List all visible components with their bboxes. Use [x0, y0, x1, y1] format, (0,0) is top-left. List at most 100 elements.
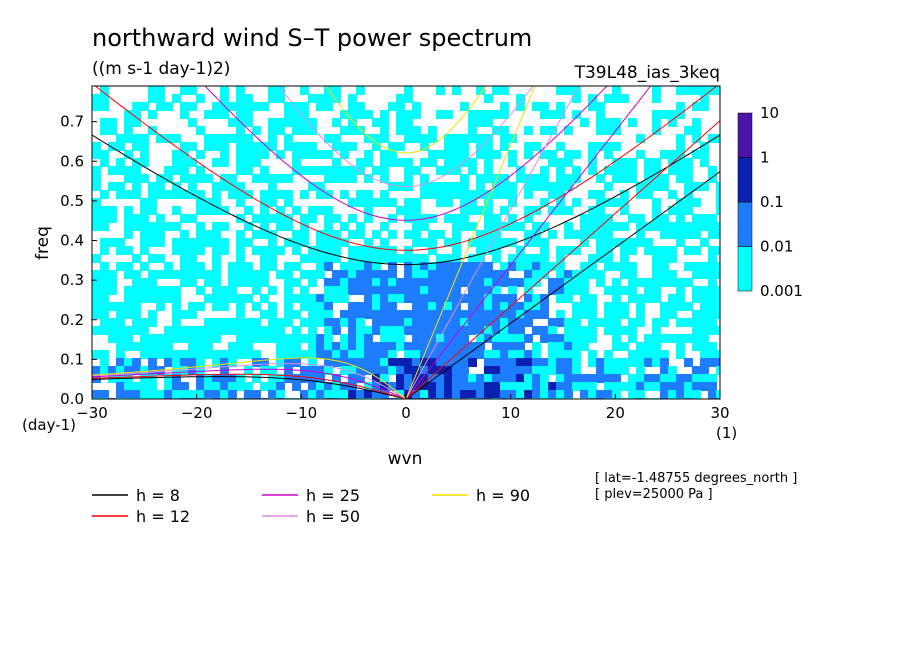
- power-cell: [308, 278, 317, 287]
- power-cell: [700, 158, 709, 167]
- power-cell: [692, 246, 701, 255]
- power-cell: [524, 358, 533, 367]
- power-cell: [100, 318, 109, 327]
- power-cell: [428, 270, 437, 279]
- power-cell: [348, 142, 357, 151]
- power-cell: [180, 326, 189, 335]
- power-cell: [636, 366, 645, 375]
- legend-label-h12: h = 12: [136, 507, 190, 526]
- power-cell: [436, 358, 445, 367]
- power-cell: [380, 334, 389, 343]
- power-cell: [484, 382, 493, 391]
- power-cell: [716, 222, 720, 231]
- power-cell: [540, 326, 549, 335]
- power-cell: [364, 334, 373, 343]
- power-cell: [164, 382, 173, 391]
- kelvin-curve: [405, 86, 580, 399]
- power-cell: [340, 126, 349, 135]
- power-cell: [156, 270, 165, 279]
- power-cell: [444, 254, 453, 263]
- power-cell: [420, 286, 429, 295]
- power-cell: [580, 118, 589, 127]
- power-cell: [692, 342, 701, 351]
- power-cell: [628, 390, 637, 399]
- power-cell: [124, 134, 133, 143]
- power-cell: [196, 174, 205, 183]
- power-cell: [524, 278, 533, 287]
- power-cell: [404, 366, 413, 375]
- power-cell: [580, 326, 589, 335]
- power-cell: [396, 110, 405, 119]
- power-cell: [156, 174, 165, 183]
- power-cell: [452, 366, 461, 375]
- power-cell: [484, 190, 493, 199]
- power-cell: [132, 190, 141, 199]
- power-cell: [188, 310, 197, 319]
- power-cell: [708, 134, 717, 143]
- power-cell: [588, 318, 597, 327]
- power-cell: [628, 334, 637, 343]
- power-cell: [132, 254, 141, 263]
- power-cell: [284, 310, 293, 319]
- power-cell: [612, 334, 621, 343]
- power-cell: [92, 166, 101, 175]
- power-cell: [284, 134, 293, 143]
- power-cell: [548, 262, 557, 271]
- power-cell: [132, 110, 141, 119]
- power-cell: [300, 190, 309, 199]
- power-cell: [116, 318, 125, 327]
- power-cell: [100, 246, 109, 255]
- power-cell: [508, 342, 517, 351]
- power-cell: [604, 326, 613, 335]
- power-cell: [500, 382, 509, 391]
- power-cell: [100, 158, 109, 167]
- power-cell: [692, 134, 701, 143]
- power-cell: [692, 382, 701, 391]
- power-cell: [540, 310, 549, 319]
- power-cell: [428, 318, 437, 327]
- power-cell: [236, 126, 245, 135]
- power-cell: [452, 334, 461, 343]
- power-cell: [308, 382, 317, 391]
- power-cell: [420, 310, 429, 319]
- power-cell: [204, 374, 213, 383]
- power-cell: [716, 198, 720, 207]
- power-cell: [196, 126, 205, 135]
- power-cell: [676, 198, 685, 207]
- power-cell: [356, 222, 365, 231]
- power-cell: [396, 358, 405, 367]
- power-cell: [500, 126, 509, 135]
- power-cell: [588, 294, 597, 303]
- power-cell: [132, 166, 141, 175]
- power-cell: [228, 174, 237, 183]
- power-cell: [156, 190, 165, 199]
- power-cell: [460, 198, 469, 207]
- power-cell: [364, 206, 373, 215]
- power-cell: [372, 310, 381, 319]
- power-cell: [484, 142, 493, 151]
- power-cell: [356, 358, 365, 367]
- power-cell: [676, 214, 685, 223]
- dispersion-set-h25: [92, 86, 652, 399]
- power-cell: [268, 382, 277, 391]
- power-cell: [252, 326, 261, 335]
- power-cell: [420, 158, 429, 167]
- power-cell: [172, 206, 181, 215]
- power-cell: [156, 134, 165, 143]
- power-cell: [444, 166, 453, 175]
- power-cell: [676, 222, 685, 231]
- power-cell: [364, 366, 373, 375]
- power-cell: [444, 390, 453, 399]
- power-cell: [132, 278, 141, 287]
- power-cell: [444, 158, 453, 167]
- power-cell: [92, 94, 101, 103]
- power-cell: [572, 94, 581, 103]
- power-cell: [476, 150, 485, 159]
- power-cell: [412, 302, 421, 311]
- power-cell: [468, 222, 477, 231]
- power-cell: [612, 358, 621, 367]
- power-cell: [316, 334, 325, 343]
- power-cell: [556, 374, 565, 383]
- power-cell: [164, 334, 173, 343]
- power-cell: [444, 134, 453, 143]
